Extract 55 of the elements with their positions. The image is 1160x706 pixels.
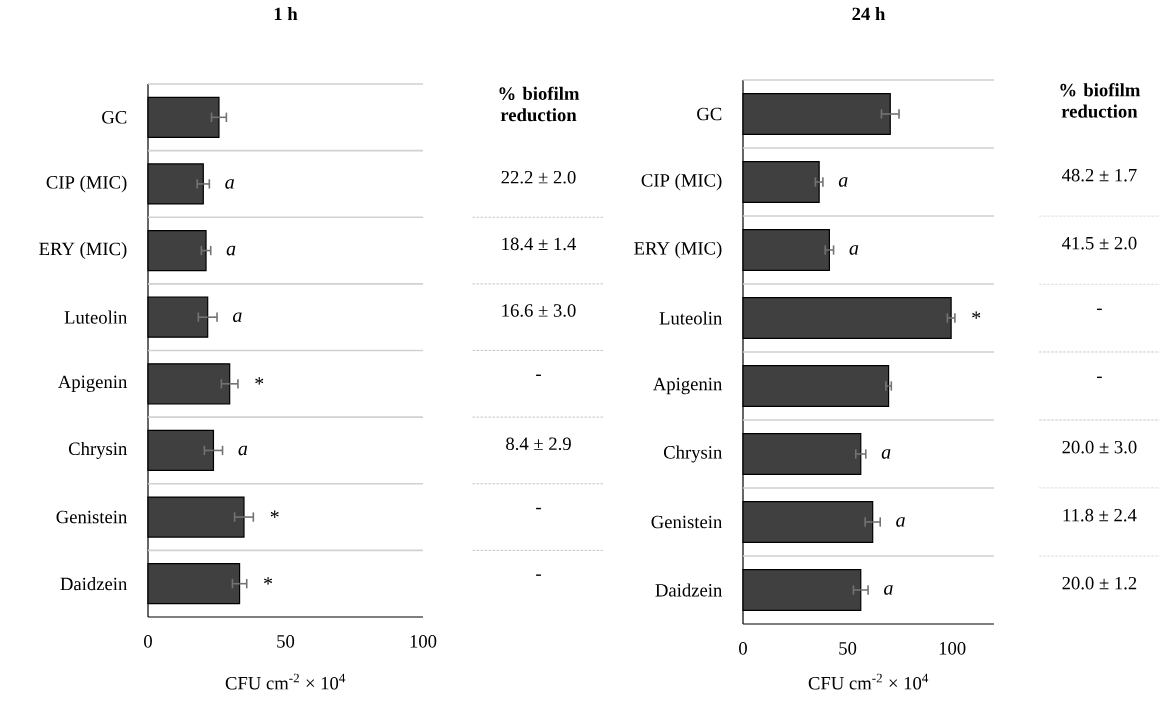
text: 8.4 ± 2.9 bbox=[506, 437, 571, 451]
text: 18.4 ± 1.4 bbox=[502, 237, 577, 251]
y-tick-label: Luteolin bbox=[659, 311, 723, 325]
data-label: a bbox=[226, 245, 236, 256]
y-tick-label: Apigenin bbox=[58, 375, 128, 393]
y-tick-label: Luteolin bbox=[64, 310, 128, 324]
text: - bbox=[1097, 376, 1102, 379]
y-tick-label: GC bbox=[697, 107, 722, 121]
x-tick-label: 50 bbox=[839, 642, 857, 655]
text: 11.8 ± 2.4 bbox=[1063, 508, 1137, 522]
text: % biofilm reduction bbox=[1060, 83, 1141, 118]
data-label: * bbox=[972, 311, 981, 319]
y-tick-label: GC bbox=[102, 111, 127, 124]
y-tick-label: Daidzein bbox=[655, 583, 723, 597]
x-axis-title: CFU cm$^{-2}$ × 10$^{4}$ bbox=[225, 673, 346, 690]
y-tick-label: Apigenin bbox=[653, 377, 723, 395]
x-tick-label: 100 bbox=[939, 642, 966, 655]
y-tick-label: Daidzein bbox=[60, 577, 128, 591]
data-label: * bbox=[270, 510, 279, 518]
x-tick-label: 50 bbox=[277, 635, 295, 648]
y-tick-label: Genistein bbox=[651, 515, 723, 529]
data-label: a bbox=[884, 585, 893, 595]
x-tick-label: 100 bbox=[410, 635, 437, 648]
text: 20.0 ± 1.2 bbox=[1062, 576, 1137, 590]
data-label: * bbox=[255, 377, 264, 385]
y-tick-label: ERY (MIC) bbox=[634, 241, 722, 259]
x-tick-label: 0 bbox=[739, 642, 747, 655]
text: 48.2 ± 1.7 bbox=[1061, 168, 1137, 182]
text: - bbox=[1097, 308, 1102, 311]
y-tick-label: Chrysin bbox=[663, 445, 723, 463]
data-label: * bbox=[264, 577, 273, 585]
y-tick-label: CIP (MIC) bbox=[46, 175, 127, 193]
data-label: a bbox=[849, 245, 859, 255]
data-label: a bbox=[896, 517, 905, 527]
data-label: a bbox=[238, 445, 248, 456]
y-tick-label: Genistein bbox=[56, 510, 128, 524]
text: 41.5 ± 2.0 bbox=[1061, 236, 1137, 250]
data-label: a bbox=[233, 312, 242, 322]
x-axis-title: CFU cm$^{-2}$ × 10$^{4}$ bbox=[808, 673, 929, 690]
text: 20.0 ± 3.0 bbox=[1062, 440, 1137, 454]
text: - bbox=[536, 507, 541, 510]
data-label: a bbox=[881, 449, 891, 459]
text: - bbox=[536, 574, 541, 576]
chart-title: 1 h bbox=[274, 7, 298, 21]
text: 16.6 ± 3.0 bbox=[502, 304, 576, 317]
y-tick-label: ERY (MIC) bbox=[39, 242, 127, 260]
text: - bbox=[536, 374, 541, 376]
text: % biofilm reduction bbox=[499, 86, 580, 122]
y-tick-label: Chrysin bbox=[68, 441, 128, 459]
x-tick-label: 0 bbox=[144, 635, 152, 648]
data-label: a bbox=[838, 177, 848, 187]
text: 22.2 ± 2.0 bbox=[501, 170, 576, 184]
data-label: a bbox=[225, 179, 234, 189]
chart-title: 24 h bbox=[852, 7, 886, 20]
y-tick-label: CIP (MIC) bbox=[641, 173, 722, 191]
